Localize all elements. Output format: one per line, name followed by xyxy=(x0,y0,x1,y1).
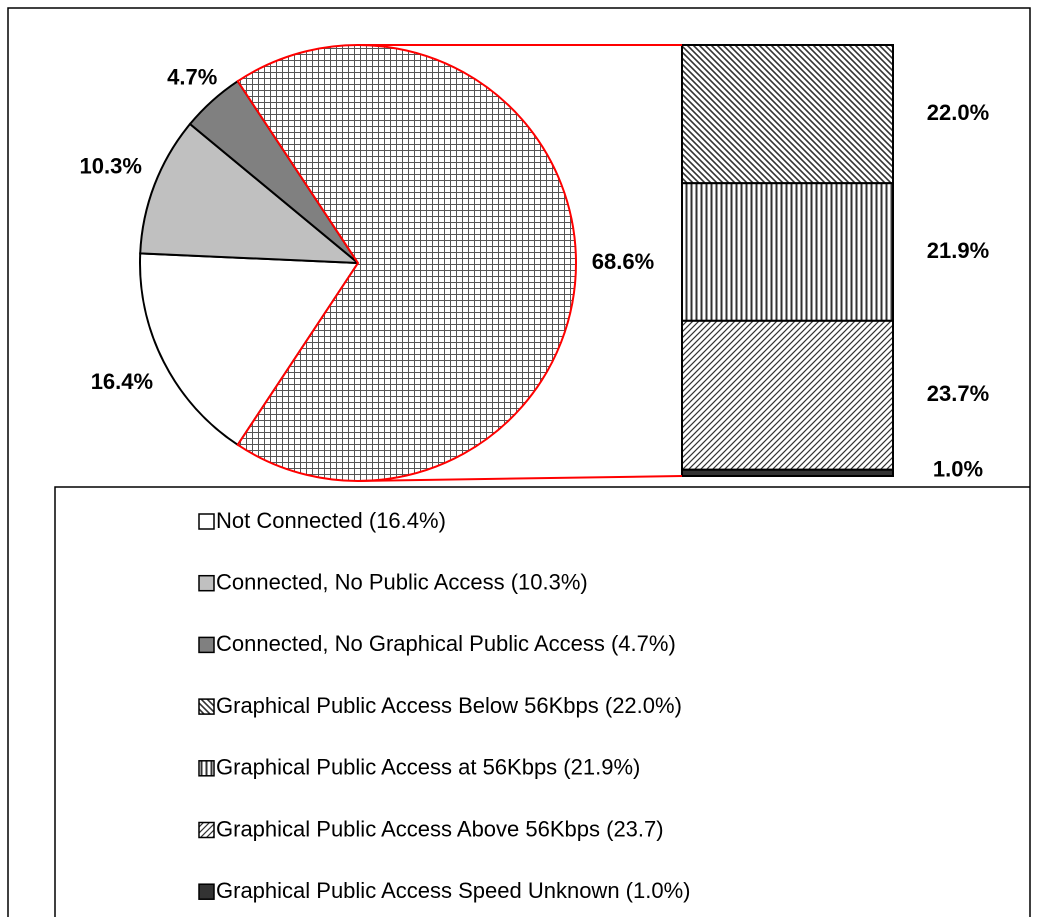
legend-swatch xyxy=(198,513,215,530)
connector-line xyxy=(357,475,683,482)
legend-frame xyxy=(54,486,1030,917)
legend-swatch xyxy=(198,821,215,839)
data-label: 16.4% xyxy=(91,369,153,394)
legend-swatch xyxy=(198,574,215,592)
legend-label: Graphical Public Access at 56Kbps (21.9%… xyxy=(216,755,640,780)
legend-swatch xyxy=(198,883,215,900)
legend-label: Connected, No Public Access (10.3%) xyxy=(216,570,588,595)
data-label: 22.0% xyxy=(927,100,989,125)
legend-swatch xyxy=(198,760,215,777)
legend-swatch xyxy=(198,636,215,654)
chart-frame xyxy=(7,7,1031,917)
legend-label: Graphical Public Access Speed Unknown (1… xyxy=(216,878,690,903)
bar-segment xyxy=(681,44,894,185)
data-label: 21.9% xyxy=(927,238,989,263)
pie-slice xyxy=(139,122,361,265)
legend-label: Not Connected (16.4%) xyxy=(216,508,446,533)
bar-segment xyxy=(681,182,894,322)
legend-swatch xyxy=(198,698,215,715)
data-label: 4.7% xyxy=(167,64,217,89)
bar-segment xyxy=(681,319,894,471)
data-label: 68.6% xyxy=(592,249,654,274)
legend-label: Connected, No Graphical Public Access (4… xyxy=(216,631,676,656)
bar-segment xyxy=(681,468,894,477)
data-label: 1.0% xyxy=(933,457,983,482)
pie-slice xyxy=(139,252,360,447)
legend-label: Graphical Public Access Below 56Kbps (22… xyxy=(216,693,682,718)
legend-label: Graphical Public Access Above 56Kbps (23… xyxy=(216,816,664,841)
data-label: 10.3% xyxy=(80,154,142,179)
data-label: 23.7% xyxy=(927,381,989,406)
